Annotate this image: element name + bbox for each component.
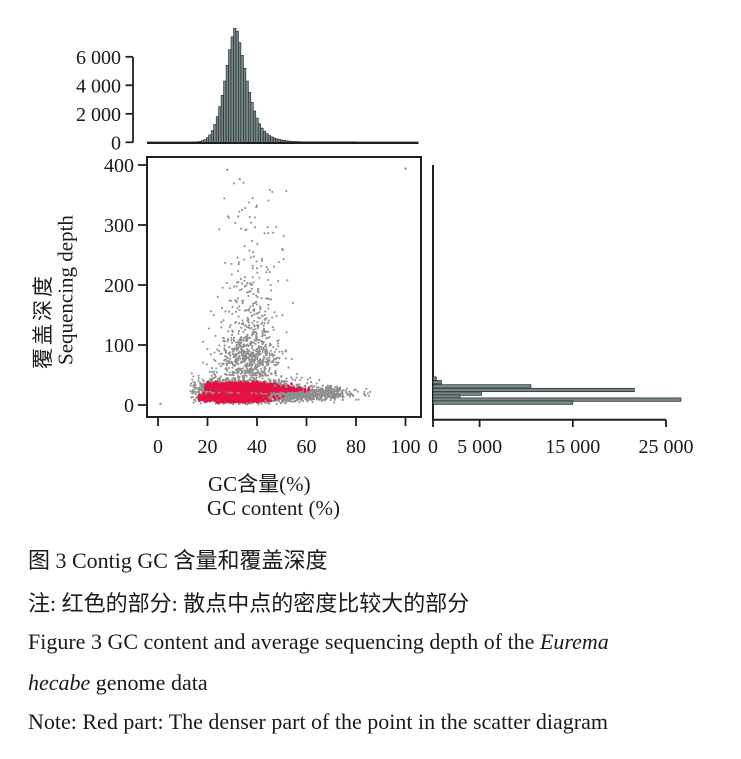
top-histogram-bar xyxy=(248,92,252,143)
right-histogram-x-tick-label: 25 000 xyxy=(639,436,694,458)
right-histogram-bar xyxy=(432,387,635,393)
caption-title-en-suffix: genome data xyxy=(90,670,208,695)
scatter-y-tick-label: 300 xyxy=(104,215,134,237)
scatter-x-tick-label: 40 xyxy=(247,436,267,458)
top-histogram-bar xyxy=(220,95,224,143)
top-histogram-bar xyxy=(270,136,274,143)
caption-title-en-line2: hecabe genome data xyxy=(28,670,208,696)
scatter-cluster-gray-plume-mid xyxy=(209,248,295,363)
scatter-x-tick-label: 20 xyxy=(198,436,218,458)
top-histogram-bar xyxy=(210,130,214,143)
top-histogram-bar xyxy=(243,67,247,143)
top-histogram-bar xyxy=(277,139,281,143)
top-histogram-bar xyxy=(297,141,301,143)
top-histogram-bar xyxy=(290,141,294,143)
top-histogram-bar xyxy=(201,140,205,143)
top-histogram-bar xyxy=(287,140,291,143)
scatter-x-tick-label: 100 xyxy=(391,436,421,458)
scatter-y-tick-label: 400 xyxy=(104,155,134,177)
top-histogram-y-tick-label: 4 000 xyxy=(76,75,121,97)
right-histogram-bar xyxy=(432,384,532,389)
scatter-x-tick-label: 80 xyxy=(346,436,366,458)
top-histogram-bar xyxy=(240,55,244,143)
scatter-xlabel-chinese: GC含量(%) xyxy=(208,472,311,496)
top-histogram-bar xyxy=(272,137,276,143)
top-histogram-bar xyxy=(292,141,296,143)
top-histogram-bar xyxy=(233,27,237,143)
scatter-y-tick-label: 0 xyxy=(124,395,134,417)
right-histogram-x-tick-label: 5 000 xyxy=(457,436,502,458)
scatter-cluster-gray-plume-low xyxy=(202,314,299,378)
top-histogram-bar xyxy=(213,124,217,143)
top-histogram-bar xyxy=(223,80,227,143)
top-histogram-bar xyxy=(218,106,222,143)
scatter-ylabel-chinese: 覆盖深度 xyxy=(31,273,55,369)
right-histogram-x-tick-label: 15 000 xyxy=(545,436,600,458)
top-histogram-bar xyxy=(253,110,257,143)
scatter-cluster-red-lower-band xyxy=(197,391,285,404)
top-histogram-bar xyxy=(280,139,284,143)
top-histogram-bar xyxy=(257,123,261,143)
scatter-cluster-gray-top-sparse xyxy=(218,178,288,274)
caption-title-en-text: Figure 3 GC content and average sequenci… xyxy=(28,629,540,654)
top-histogram-y-tick-label: 0 xyxy=(111,132,121,154)
right-histogram-x-tick-label: 0 xyxy=(428,436,438,458)
caption-species-name-part1: Eurema xyxy=(539,629,609,654)
right-histogram-bar xyxy=(432,400,574,405)
top-histogram-bar xyxy=(260,127,264,143)
top-histogram-bar xyxy=(208,134,212,143)
top-histogram-bar xyxy=(250,102,254,143)
caption-note-zh: 注: 红色的部分: 散点中点的密度比较大的部分 xyxy=(28,591,470,616)
top-histogram-bar xyxy=(203,139,207,143)
scatter-x-tick-label: 60 xyxy=(297,436,317,458)
top-histogram-bar xyxy=(282,140,286,143)
top-histogram-bar xyxy=(238,42,242,143)
scatter-x-tick-label: 0 xyxy=(153,436,163,458)
scatter-cluster-red-upper-streak xyxy=(216,385,311,393)
top-histogram-bar xyxy=(299,141,304,143)
top-histogram-y-tick-label: 6 000 xyxy=(76,47,121,69)
top-histogram-y-tick-label: 2 000 xyxy=(76,104,121,126)
caption-title-en-line1: Figure 3 GC content and average sequenci… xyxy=(28,629,609,655)
caption-species-name-part2: hecabe xyxy=(28,670,91,695)
scatter-frame xyxy=(146,156,422,418)
top-histogram-bar xyxy=(230,36,234,143)
top-histogram-bar xyxy=(198,141,202,143)
scatter-ylabel-english: Sequencing depth xyxy=(53,215,78,365)
scatter-outlier-points xyxy=(159,167,407,405)
caption-note-en: Note: Red part: The denser part of the p… xyxy=(28,709,608,734)
right-histogram-bar xyxy=(432,376,437,381)
caption-title-zh: 图 3 Contig GC 含量和覆盖深度 xyxy=(28,548,328,573)
scatter-xlabel-english: GC content (%) xyxy=(207,496,340,520)
top-histogram-bar xyxy=(267,135,271,143)
right-histogram-bar xyxy=(432,380,442,385)
scatter-y-tick-label: 200 xyxy=(104,275,134,297)
top-histogram-bar xyxy=(228,49,232,143)
top-histogram-bar xyxy=(262,130,266,143)
scatter-y-tick-label: 100 xyxy=(104,335,134,357)
